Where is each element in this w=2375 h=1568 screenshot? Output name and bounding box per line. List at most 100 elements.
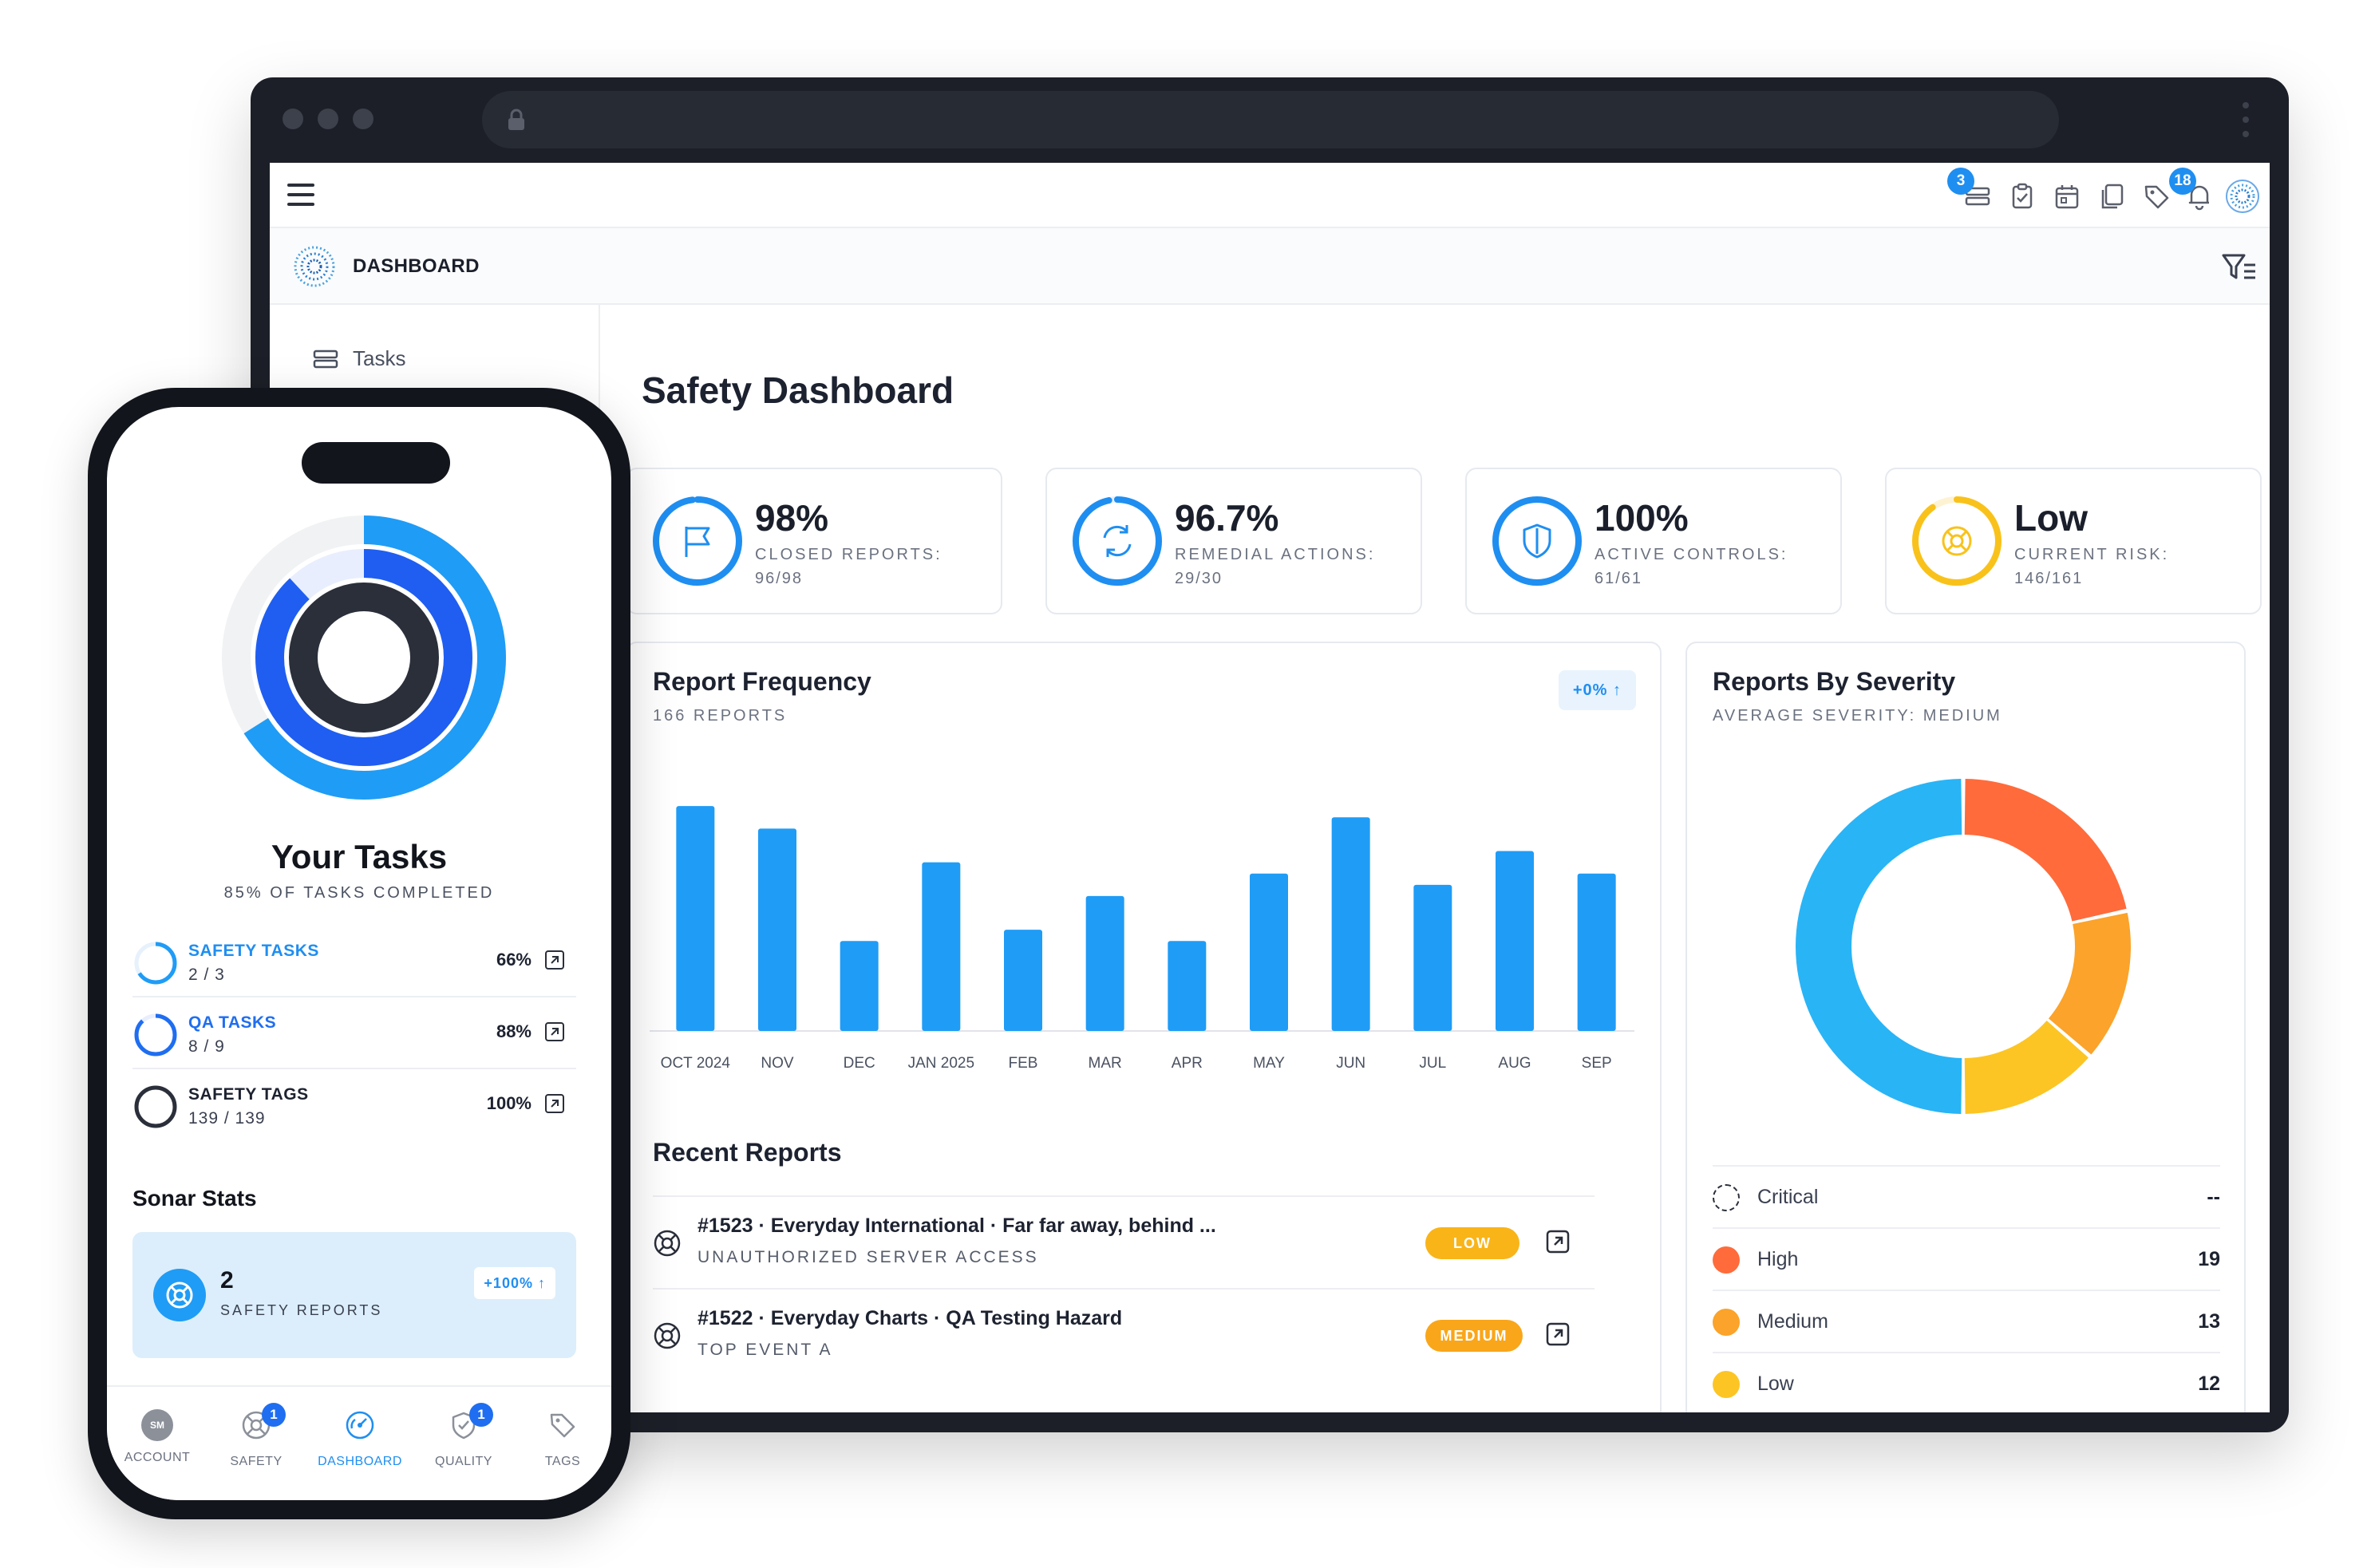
open-external-icon[interactable]	[544, 950, 565, 970]
stat-value: 98%	[755, 497, 829, 539]
calendar-icon[interactable]	[2051, 180, 2083, 212]
task-percent: 88%	[496, 1021, 532, 1041]
donut-slice-medium[interactable]	[2048, 912, 2131, 1055]
your-tasks-subtitle: 85% OF TASKS COMPLETED	[223, 884, 495, 902]
your-tasks-title: Your Tasks	[271, 838, 448, 875]
sonar-stat-card[interactable]: 2 SAFETY REPORTS +100% ↑	[132, 1232, 576, 1358]
bar-may[interactable]	[1250, 873, 1288, 1031]
task-name: QA TASKS	[188, 1013, 277, 1032]
stat-card-current-risk[interactable]: Low CURRENT RISK: 146/161	[1885, 468, 2262, 614]
section-bar: DASHBOARD	[270, 228, 2270, 305]
severity-row-critical[interactable]: Critical --	[1713, 1165, 2220, 1227]
bar-oct-2024[interactable]	[676, 806, 715, 1031]
tab-account[interactable]: SM ACCOUNT	[113, 1409, 201, 1465]
section-title: DASHBOARD	[353, 255, 480, 277]
stat-card-remedial-actions[interactable]: 96.7% REMEDIAL ACTIONS: 29/30	[1045, 468, 1422, 614]
bell-icon[interactable]	[2183, 180, 2215, 212]
window-maximize-dot[interactable]	[353, 109, 373, 129]
address-bar[interactable]	[482, 91, 2059, 148]
tasks-activity-rings	[222, 515, 506, 800]
sonar-stats-title: Sonar Stats	[132, 1186, 257, 1211]
tag-icon[interactable]	[2140, 180, 2172, 212]
tag-icon	[550, 1413, 575, 1438]
x-tick-label: DEC	[844, 1055, 875, 1072]
x-tick-label: SEP	[1582, 1055, 1612, 1072]
bar-mar[interactable]	[1085, 895, 1124, 1031]
phone-frame: Your Tasks 85% OF TASKS COMPLETED SAFETY…	[88, 388, 630, 1519]
filter-icon[interactable]	[2220, 251, 2258, 282]
stat-sub: 29/30	[1175, 570, 1223, 587]
user-avatar-icon[interactable]	[2225, 179, 2260, 214]
clipboard-check-icon[interactable]	[2006, 180, 2038, 212]
bar-aug[interactable]	[1496, 851, 1534, 1031]
donut-slice-low[interactable]	[1964, 1020, 2088, 1114]
copy-icon[interactable]	[2096, 180, 2128, 212]
task-count: 2 / 3	[188, 966, 225, 984]
bar-nov[interactable]	[758, 828, 796, 1031]
severity-row-medium[interactable]: Medium 13	[1713, 1290, 2220, 1352]
hamburger-menu-icon[interactable]	[287, 184, 314, 206]
severity-pill: LOW	[1425, 1227, 1519, 1259]
tab-dashboard[interactable]: DASHBOARD	[316, 1409, 404, 1469]
phone-tab-bar: SM ACCOUNT 1 SAFETY DASHBOA	[107, 1385, 611, 1500]
card-title: Reports By Severity	[1713, 667, 1956, 696]
stat-card-closed-reports[interactable]: 98% CLOSED REPORTS: 96/98	[626, 468, 1002, 614]
report-row[interactable]: #1522 · Everyday Charts · QA Testing Haz…	[653, 1288, 1595, 1380]
severity-count: 13	[2198, 1310, 2220, 1333]
stat-value: Low	[2014, 497, 2088, 539]
severity-row-high[interactable]: High 19	[1713, 1227, 2220, 1290]
task-progress-ring	[134, 1013, 177, 1057]
stat-card-active-controls[interactable]: 100% ACTIVE CONTROLS: 61/61	[1465, 468, 1842, 614]
sonar-logo-icon	[294, 246, 335, 287]
bar-jun[interactable]	[1331, 817, 1370, 1031]
severity-count: --	[2207, 1186, 2220, 1208]
task-row-safety-tasks[interactable]: SAFETY TASKS 2 / 3 66%	[132, 926, 576, 997]
tab-label: QUALITY	[435, 1455, 492, 1468]
sidebar-item-tasks[interactable]: Tasks	[313, 346, 405, 371]
top-bar: 3 18	[270, 163, 2270, 228]
tab-label: ACCOUNT	[124, 1451, 191, 1464]
browser-menu-icon[interactable]	[2243, 102, 2249, 137]
bar-dec[interactable]	[840, 941, 879, 1031]
donut-slice-other[interactable]	[1796, 779, 1962, 1114]
tab-label: TAGS	[544, 1455, 581, 1468]
reports-by-severity-card: Reports By Severity AVERAGE SEVERITY: ME…	[1685, 642, 2246, 1412]
window-minimize-dot[interactable]	[318, 109, 338, 129]
open-external-icon[interactable]	[1545, 1229, 1571, 1254]
bar-feb[interactable]	[1004, 930, 1042, 1031]
open-external-icon[interactable]	[544, 1093, 565, 1114]
bar-apr[interactable]	[1168, 941, 1207, 1031]
bar-jul[interactable]	[1413, 884, 1452, 1031]
report-name: #1523 · Everyday International · Far far…	[697, 1215, 1216, 1237]
stat-label: REMEDIAL ACTIONS:	[1175, 546, 1376, 563]
severity-row-low[interactable]: Low 12	[1713, 1352, 2220, 1412]
tab-safety[interactable]: 1 SAFETY	[212, 1403, 300, 1469]
task-row-safety-tags[interactable]: SAFETY TAGS 139 / 139 100%	[132, 1069, 576, 1141]
window-close-dot[interactable]	[283, 109, 303, 129]
main-content: Safety Dashboard 98% CLOSED REPORTS: 96/…	[602, 305, 2270, 1412]
tab-quality[interactable]: 1 QUALITY	[420, 1403, 508, 1469]
open-external-icon[interactable]	[1545, 1321, 1571, 1347]
stat-value: 96.7%	[1175, 497, 1279, 539]
delta-value: +100%	[484, 1275, 533, 1291]
severity-name: High	[1757, 1248, 1799, 1270]
severity-count: 19	[2198, 1248, 2220, 1270]
donut-slice-high[interactable]	[1964, 779, 2127, 922]
recent-reports-title: Recent Reports	[653, 1138, 842, 1167]
legend-swatch	[1713, 1371, 1740, 1398]
x-tick-label: AUG	[1498, 1055, 1531, 1072]
severity-name: Critical	[1757, 1186, 1819, 1208]
open-external-icon[interactable]	[544, 1021, 565, 1042]
card-title: Report Frequency	[653, 667, 871, 696]
frequency-delta-badge[interactable]: +0% ↑	[1558, 670, 1636, 710]
task-row-qa-tasks[interactable]: QA TASKS 8 / 9 88%	[132, 997, 576, 1069]
bar-sep[interactable]	[1577, 873, 1616, 1031]
dashboard-gauge-icon	[346, 1411, 374, 1440]
tab-tags[interactable]: TAGS	[519, 1409, 607, 1469]
stat-sub: 61/61	[1595, 570, 1643, 587]
report-row[interactable]: #1523 · Everyday International · Far far…	[653, 1195, 1595, 1288]
x-tick-label: OCT 2024	[661, 1055, 731, 1072]
bar-jan-2025[interactable]	[922, 862, 961, 1031]
sonar-stat-label: SAFETY REPORTS	[220, 1302, 383, 1318]
x-tick-label: FEB	[1009, 1055, 1038, 1072]
